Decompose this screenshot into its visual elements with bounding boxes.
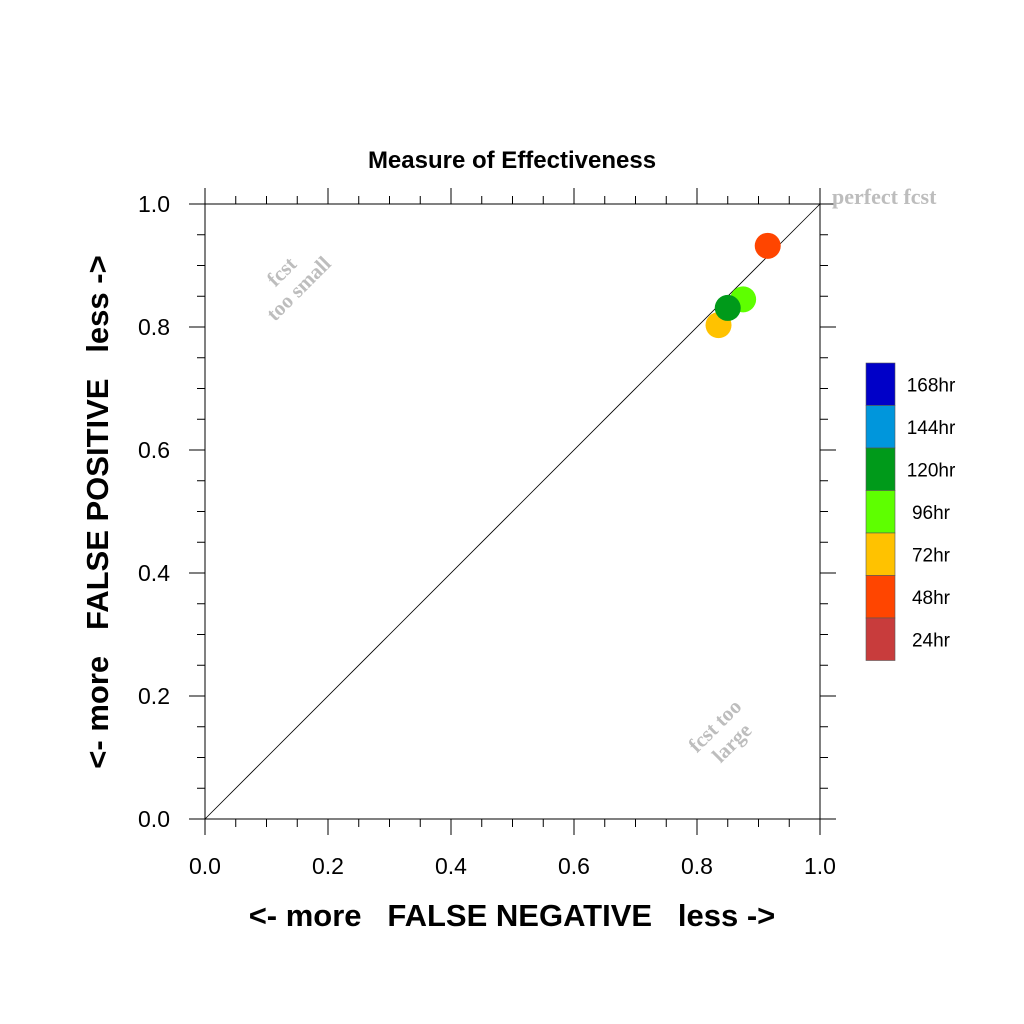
annotation-too-large: fcst too large [683, 694, 756, 767]
annotation-too-small: fcst too small [261, 251, 335, 325]
legend-swatch-144hr [865, 405, 896, 449]
legend-swatch-168hr [865, 362, 896, 406]
legend-swatch-120hr [865, 447, 896, 491]
major-ticks [189, 188, 836, 835]
legend-label-72hr: 72hr [912, 545, 951, 566]
legend-swatch-72hr [865, 532, 896, 576]
legend-label-168hr: 168hr [907, 375, 956, 396]
legend-swatch-96hr [865, 490, 896, 534]
chart-title: Measure of Effectiveness [368, 147, 656, 174]
y-tick-label: 0.6 [138, 437, 170, 463]
legend-label-48hr: 48hr [912, 588, 951, 609]
x-tick-labels: 0.0 0.2 0.4 0.6 0.8 1.0 [189, 853, 836, 879]
x-tick-label: 0.0 [189, 853, 221, 879]
y-tick-label: 0.0 [138, 806, 170, 832]
legend-label-144hr: 144hr [907, 418, 956, 439]
legend-label-24hr: 24hr [912, 630, 951, 651]
x-tick-label: 0.6 [558, 853, 590, 879]
x-tick-label: 0.8 [681, 853, 713, 879]
x-tick-label: 0.4 [435, 853, 467, 879]
x-tick-label: 0.2 [312, 853, 344, 879]
x-axis-label: <- more FALSE NEGATIVE less -> [249, 898, 776, 933]
y-tick-label: 1.0 [138, 191, 170, 217]
point-48hr [754, 232, 781, 259]
x-tick-label: 1.0 [804, 853, 836, 879]
y-tick-label: 0.2 [138, 683, 170, 709]
y-tick-label: 0.8 [138, 314, 170, 340]
legend: 168hr 144hr 120hr 96hr 72hr 48hr 24hr [865, 362, 956, 661]
legend-label-120hr: 120hr [907, 460, 956, 481]
annotation-perfect-fcst: perfect fcst [832, 184, 937, 209]
y-tick-label: 0.4 [138, 560, 170, 586]
legend-swatch-48hr [865, 575, 896, 619]
legend-label-96hr: 96hr [912, 503, 951, 524]
point-120hr [714, 294, 741, 321]
y-tick-labels: 0.0 0.2 0.4 0.6 0.8 1.0 [138, 191, 170, 832]
y-axis-label: <- more FALSE POSITIVE less -> [80, 255, 115, 768]
minor-ticks [197, 196, 828, 827]
legend-swatch-24hr [865, 617, 896, 661]
scatter-points [705, 232, 781, 339]
